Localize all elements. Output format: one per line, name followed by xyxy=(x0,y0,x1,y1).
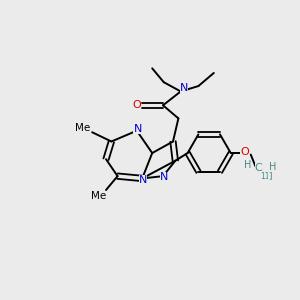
Text: O: O xyxy=(240,147,249,157)
Text: Me: Me xyxy=(75,123,91,134)
Text: ]: ] xyxy=(268,171,272,180)
Text: N: N xyxy=(139,175,147,185)
Text: N: N xyxy=(134,124,142,134)
Text: N: N xyxy=(160,172,169,182)
Text: 11: 11 xyxy=(260,172,269,182)
Text: N: N xyxy=(180,83,188,93)
Text: C: C xyxy=(255,164,262,173)
Text: H: H xyxy=(244,160,251,170)
Text: [: [ xyxy=(259,171,262,180)
Text: H: H xyxy=(268,162,276,172)
Text: Me: Me xyxy=(91,191,106,201)
Text: O: O xyxy=(132,100,141,110)
